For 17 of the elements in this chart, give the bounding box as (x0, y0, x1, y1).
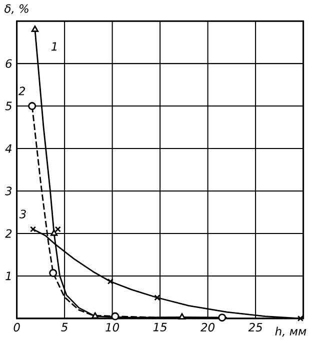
x-axis-title: h, мм (275, 326, 306, 337)
x-tick-label: 25 (248, 322, 262, 332)
y-tick-label: 3 (5, 186, 12, 196)
x-tick-label: 5 (61, 322, 68, 332)
y-tick-label: 1 (6, 272, 11, 280)
x-tick-label: 20 (200, 322, 215, 332)
annotation: 3 (19, 210, 26, 218)
y-axis-title: δ, % (4, 4, 28, 14)
annotation: 1 (52, 42, 57, 51)
y-tick-label: 6 (6, 59, 12, 68)
y-tick-label: 2 (5, 229, 12, 238)
x-tick-label: 0 (14, 322, 20, 332)
annotation: 2 (18, 86, 26, 96)
x-tick-label: 15 (153, 322, 167, 332)
y-tick-label: 5 (5, 102, 12, 110)
y-tick-label: 4 (5, 144, 12, 153)
x-tick-label: 10 (106, 322, 120, 332)
